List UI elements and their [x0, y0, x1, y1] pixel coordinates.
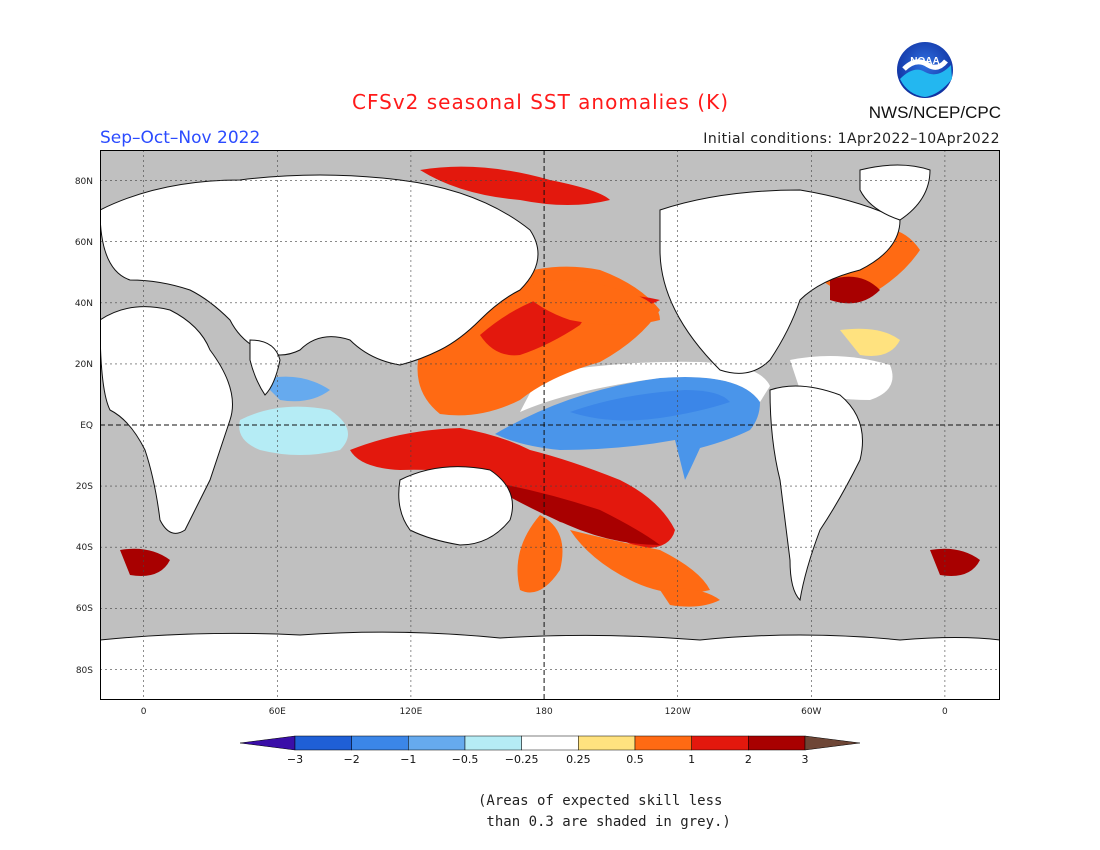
eurasia-shape	[100, 174, 539, 366]
equator-dateline	[100, 150, 1000, 700]
lon-label-60w: 60W	[801, 707, 821, 717]
lon-label-120e: 120E	[399, 707, 422, 717]
skill-note: (Areas of expected skill less than 0.3 a…	[478, 791, 731, 833]
legend-swatch	[748, 735, 806, 751]
legend-tick-label: 3	[802, 753, 809, 766]
lat-label-80s: 80S	[76, 666, 93, 676]
lat-label-eq: EQ	[80, 421, 93, 431]
warm-arctic-patch	[420, 166, 610, 205]
legend-tick-label: −3	[287, 753, 303, 766]
antarctica-shape	[100, 631, 1000, 700]
legend-tick-label: −0.25	[505, 753, 539, 766]
legend-swatch	[294, 735, 352, 751]
legend-swatch	[634, 735, 692, 751]
legend-swatch-max	[804, 735, 860, 751]
color-legend: −3 −2 −1 −0.5 −0.25 0.25 0.5 1 2 3	[240, 735, 860, 766]
lon-label-120w: 120W	[665, 707, 691, 717]
map-frame	[100, 150, 1000, 700]
lat-label-20n: 20N	[75, 360, 93, 370]
lon-label-0-east: 0	[942, 707, 948, 717]
skill-note-line1: (Areas of expected skill less	[478, 793, 723, 809]
legend-tick-label: −0.5	[452, 753, 479, 766]
greenland-shape	[859, 164, 931, 221]
south-america-shape	[769, 385, 863, 602]
noaa-logo-icon: NOAA	[894, 39, 956, 101]
season-label: Sep–Oct–Nov 2022	[100, 128, 261, 148]
legend-swatch	[691, 735, 749, 751]
warm-south-pacific-patch	[570, 530, 710, 594]
legend-tick-label: 0.5	[626, 753, 644, 766]
sst-anomaly-map	[100, 150, 1000, 700]
lon-label-60e: 60E	[269, 707, 286, 717]
legend-swatch-min	[240, 735, 296, 751]
legend-tick-label: 2	[745, 753, 752, 766]
skill-note-line2: than 0.3 are shaded in grey.)	[478, 814, 731, 830]
lat-label-40s: 40S	[76, 543, 93, 553]
legend-tick-label: 0.25	[566, 753, 591, 766]
lat-axis: 80N 60N 40N 20N EQ 20S 40S 60S 80S	[75, 177, 93, 676]
lat-label-60n: 60N	[75, 238, 93, 248]
logo-text: NOAA	[910, 56, 939, 67]
legend-swatch	[408, 735, 466, 751]
continents	[100, 164, 1000, 700]
lat-label-40n: 40N	[75, 299, 93, 309]
legend-tick-label: −1	[400, 753, 416, 766]
chart-title: CFSv2 seasonal SST anomalies (K)	[352, 90, 729, 114]
neutral-band-north	[520, 361, 770, 412]
legend-swatch	[464, 735, 522, 751]
legend-tick-label: 1	[688, 753, 695, 766]
legend-swatch	[578, 735, 636, 751]
lon-label-180: 180	[536, 707, 553, 717]
lat-label-60s: 60S	[76, 604, 93, 614]
initial-conditions-label: Initial conditions: 1Apr2022–10Apr2022	[703, 131, 1000, 147]
agency-label: NWS/NCEP/CPC	[868, 103, 1001, 122]
cool-indian-ocean-patch	[239, 406, 348, 455]
warm-south-atlantic-spot	[120, 548, 170, 576]
north-america-shape	[659, 189, 901, 374]
cold-core-patch	[570, 390, 730, 421]
lon-label-0: 0	[141, 707, 147, 717]
lat-label-20s: 20S	[76, 482, 93, 492]
lat-label-80n: 80N	[75, 177, 93, 187]
australia-shape	[398, 466, 513, 546]
legend-tick-label: −2	[344, 753, 360, 766]
legend-swatch	[351, 735, 409, 751]
lon-axis: 0 60E 120E 180 120W 60W 0	[141, 707, 948, 717]
legend-swatch	[521, 735, 579, 751]
africa-shape	[100, 306, 233, 534]
